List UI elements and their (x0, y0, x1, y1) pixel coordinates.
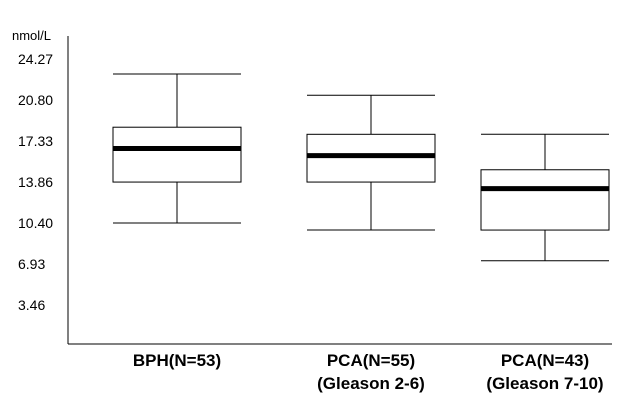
iqr-box (306, 133, 436, 183)
category-sublabel: (Gleason 7-10) (486, 374, 603, 393)
category-label: BPH(N=53) (133, 351, 221, 370)
y-tick-label: 20.80 (18, 92, 53, 108)
iqr-box (112, 126, 242, 183)
y-axis-unit-label: nmol/L (12, 28, 51, 43)
boxes (112, 73, 610, 262)
box-plot-group (112, 73, 242, 224)
y-tick-label: 10.40 (18, 215, 53, 231)
y-tick-label: 3.46 (18, 297, 45, 313)
category-labels: BPH(N=53) PCA(N=55) (Gleason 2-6) PCA(N=43)… (133, 351, 604, 393)
y-tick-label: 17.33 (18, 133, 53, 149)
category-label: PCA(N=55) (327, 351, 415, 370)
y-tick-labels: 24.27 20.80 17.33 13.86 10.40 6.93 3.46 (18, 51, 53, 313)
y-tick-label: 6.93 (18, 256, 45, 272)
category-sublabel: (Gleason 2-6) (317, 374, 425, 393)
iqr-box (480, 169, 610, 231)
y-tick-label: 13.86 (18, 174, 53, 190)
box-plot-group (480, 133, 610, 262)
category-label: PCA(N=43) (501, 351, 589, 370)
box-plot-group (306, 94, 436, 231)
y-tick-label: 24.27 (18, 51, 53, 67)
